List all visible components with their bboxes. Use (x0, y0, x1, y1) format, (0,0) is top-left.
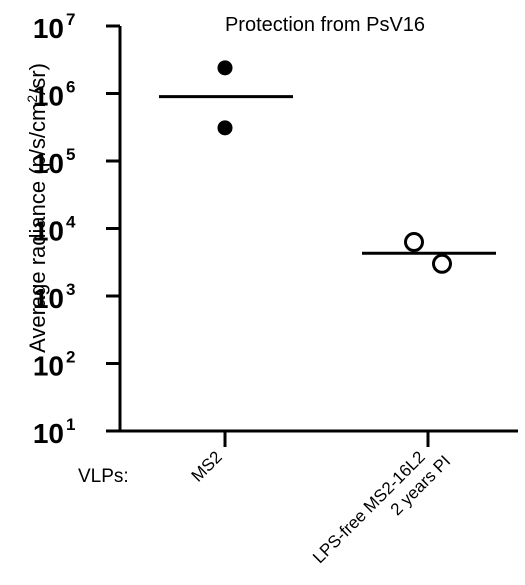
svg-text:Average radiance (p/s/cm2/sr): Average radiance (p/s/cm2/sr) (24, 63, 50, 353)
y-tick-exponent: 4 (66, 213, 76, 232)
y-tick-label: 10 (33, 418, 64, 449)
data-point-filled (217, 60, 233, 76)
y-axis-label-superscript: 2 (24, 95, 40, 103)
y-tick-exponent: 5 (66, 145, 75, 164)
y-tick-label: 10 (33, 351, 64, 382)
y-tick-label: 10 (33, 283, 64, 314)
y-tick-label: 10 (33, 13, 64, 44)
data-point-open (404, 232, 424, 253)
x-category-label-line: MS2 (188, 447, 226, 485)
y-tick-exponent: 2 (66, 348, 75, 367)
x-axis-prefix-label: VLPs: (78, 466, 129, 487)
data-point-open (432, 253, 452, 274)
y-tick-exponent: 7 (66, 10, 75, 29)
x-category-label: LPS-free MS2-16L22 years PI (309, 437, 454, 582)
data-marks (159, 60, 496, 274)
data-point-filled (217, 120, 233, 136)
y-tick-exponent: 6 (66, 78, 75, 97)
y-axis-label: Average radiance (p/s/cm2/sr) (24, 63, 50, 353)
x-axis-ticks: MS2 LPS-free MS2-16L22 years PI (188, 431, 454, 582)
y-tick-label: 10 (33, 216, 64, 247)
y-axis-label-end: /sr) (25, 63, 50, 95)
y-tick-label: 10 (33, 148, 64, 179)
y-tick-exponent: 3 (66, 280, 75, 299)
y-axis-label-main: Average radiance (p/s/cm (25, 103, 50, 353)
y-tick-label: 10 (33, 81, 64, 112)
chart-title: Protection from PsV16 (225, 14, 425, 36)
y-tick-exponent: 1 (66, 415, 75, 434)
x-category-label: MS2 (188, 447, 226, 485)
